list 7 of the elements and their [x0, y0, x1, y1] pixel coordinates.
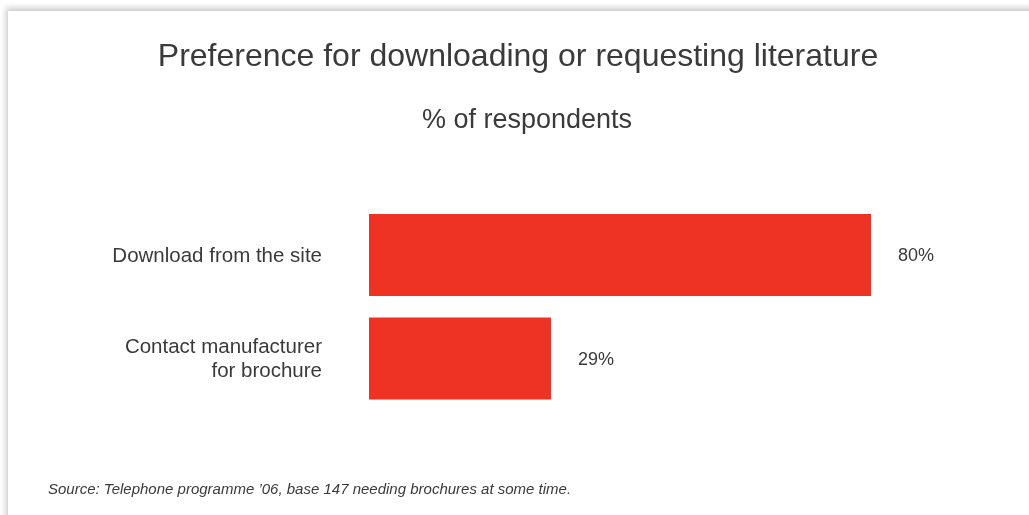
y-tick-label: Contact manufacturer for brochure	[124, 334, 323, 382]
y-tick-label: Download from the site	[112, 242, 322, 266]
chart-title: Preference for downloading or requesting literature	[157, 37, 879, 73]
source-note: Source: Telephone programme ’06, base 147 needing brochures at some time.	[48, 480, 572, 497]
chart-subtitle: % of respondents	[421, 104, 633, 134]
data-label: 29%	[577, 348, 615, 369]
data-label: 80%	[898, 245, 935, 266]
